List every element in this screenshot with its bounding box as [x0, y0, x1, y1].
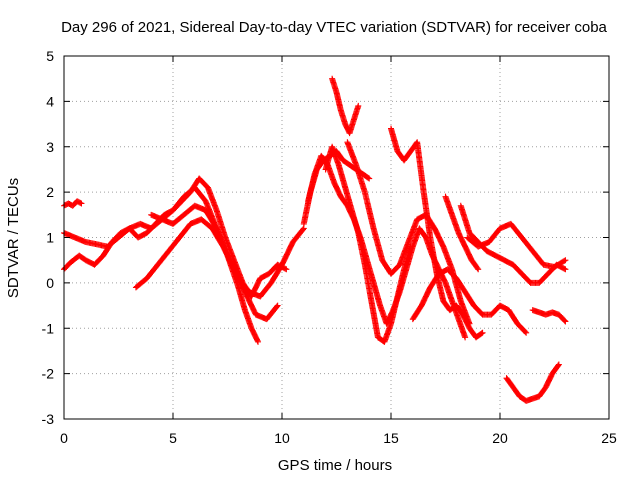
- marker: [474, 265, 481, 272]
- series-arc1: [61, 175, 290, 300]
- marker: [562, 257, 569, 264]
- grid-lines: [64, 56, 609, 419]
- y-tick-label-3: 0: [46, 275, 54, 291]
- marker: [562, 266, 569, 273]
- y-tick-label-5: 2: [46, 184, 54, 200]
- x-axis-label: GPS time / hours: [278, 457, 392, 474]
- marker: [523, 329, 530, 336]
- marker: [355, 102, 362, 109]
- marker: [561, 265, 568, 272]
- series-arc17: [529, 307, 569, 325]
- marker: [274, 302, 281, 309]
- marker: [522, 328, 529, 335]
- marker: [366, 175, 373, 182]
- series-arc2: [61, 198, 85, 209]
- chart-title: Day 296 of 2021, Sidereal Day-to-day VTE…: [61, 19, 607, 36]
- y-tick-label-2: -1: [42, 320, 55, 336]
- marker: [479, 329, 486, 336]
- marker: [283, 266, 290, 273]
- data-series: [61, 75, 569, 404]
- series-arc15: [464, 220, 569, 270]
- x-tick-label-4: 20: [492, 430, 508, 446]
- marker: [475, 266, 482, 273]
- series-arc9: [329, 75, 362, 137]
- y-tick-label-1: -2: [42, 366, 55, 382]
- series-arc8: [322, 143, 414, 345]
- marker: [478, 330, 485, 337]
- y-tick-label-8: 5: [46, 48, 54, 64]
- marker: [462, 334, 469, 341]
- series-arc4: [132, 216, 281, 323]
- marker: [561, 257, 568, 264]
- series-arc16: [503, 361, 562, 404]
- series-arc12: [409, 266, 530, 336]
- marker: [77, 199, 84, 206]
- marker: [562, 318, 569, 325]
- x-tick-label-2: 10: [274, 430, 290, 446]
- y-tick-label-7: 4: [46, 93, 54, 109]
- y-axis-label: SDTVAR / TECUs: [5, 178, 22, 298]
- x-tick-label-1: 5: [169, 430, 177, 446]
- x-tick-label-5: 25: [601, 430, 617, 446]
- marker: [78, 200, 85, 207]
- axis-ticks: 0 5 10 15 20 25 -3 -2 -1 0 1 2 3 4 5: [42, 48, 617, 446]
- y-tick-label-4: 1: [46, 230, 54, 246]
- x-tick-label-0: 0: [60, 430, 68, 446]
- marker: [282, 265, 289, 272]
- marker: [555, 362, 562, 369]
- marker: [561, 317, 568, 324]
- marker: [255, 338, 262, 345]
- y-tick-label-0: -3: [42, 411, 55, 427]
- x-tick-label-3: 15: [383, 430, 399, 446]
- marker: [300, 226, 307, 233]
- series-arc11: [388, 125, 486, 341]
- marker: [365, 174, 372, 181]
- y-tick-label-6: 3: [46, 139, 54, 155]
- marker: [555, 361, 562, 368]
- series-arc13: [442, 193, 482, 273]
- series-arc5: [148, 202, 262, 345]
- marker: [273, 303, 280, 310]
